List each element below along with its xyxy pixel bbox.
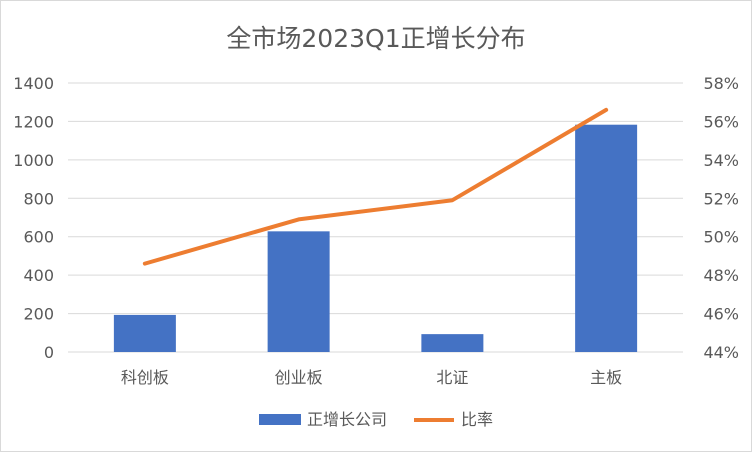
bar-series	[113, 124, 638, 352]
line-series	[142, 107, 609, 266]
chart-title: 全市场2023Q1正增长分布	[226, 24, 525, 53]
left-tick-label: 1400	[13, 74, 54, 93]
right-tick-label: 46%	[703, 305, 739, 324]
left-tick-label: 400	[23, 266, 54, 285]
gridlines	[68, 82, 683, 353]
legend-label-bar: 正增长公司	[307, 410, 387, 429]
left-tick-label: 600	[23, 228, 54, 247]
legend-swatch-bar	[259, 414, 301, 425]
x-tick-label: 北证	[436, 368, 468, 387]
legend-label-line: 比率	[461, 410, 493, 429]
x-tick-label: 主板	[590, 368, 622, 387]
right-tick-label: 52%	[703, 189, 739, 208]
x-tick-label: 科创板	[121, 368, 169, 387]
right-tick-label: 44%	[703, 343, 739, 362]
legend: 正增长公司 比率	[259, 410, 493, 429]
bar	[575, 124, 638, 352]
right-tick-label: 54%	[703, 151, 739, 170]
left-tick-label: 1000	[13, 151, 54, 170]
left-tick-label: 0	[44, 343, 54, 362]
x-axis-labels: 科创板 创业板 北证 主板	[121, 368, 622, 387]
left-tick-label: 200	[23, 305, 54, 324]
left-tick-label: 1200	[13, 112, 54, 131]
left-axis: 0 200 400 600 800 1000 1200 1400	[13, 74, 54, 362]
right-tick-label: 58%	[703, 74, 739, 93]
x-tick-label: 创业板	[275, 368, 323, 387]
bar	[267, 231, 330, 352]
left-tick-label: 800	[23, 189, 54, 208]
bar	[421, 334, 484, 352]
right-axis: 44% 46% 48% 50% 52% 54% 56% 58%	[703, 74, 739, 362]
right-tick-label: 56%	[703, 112, 739, 131]
right-tick-label: 48%	[703, 266, 739, 285]
bar	[113, 314, 176, 352]
right-tick-label: 50%	[703, 228, 739, 247]
ratio-line	[142, 107, 609, 266]
